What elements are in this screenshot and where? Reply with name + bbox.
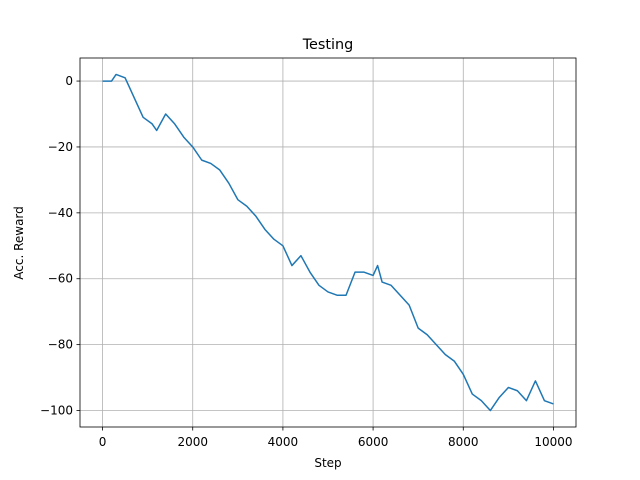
y-axis-label: Acc. Reward bbox=[12, 206, 26, 280]
data-line bbox=[102, 73, 554, 412]
y-tick-label: −20 bbox=[48, 140, 73, 154]
x-tick-label: 8000 bbox=[448, 435, 479, 449]
x-tick-label: 6000 bbox=[358, 435, 389, 449]
y-tick-label: −80 bbox=[48, 338, 73, 352]
x-tick-label: 4000 bbox=[268, 435, 299, 449]
y-tick-label: −40 bbox=[48, 206, 73, 220]
y-tick-label: −100 bbox=[40, 404, 73, 418]
y-tick-label: 0 bbox=[65, 74, 73, 88]
x-axis-label: Step bbox=[314, 456, 341, 470]
x-tick-label: 10000 bbox=[534, 435, 572, 449]
x-tick-label: 0 bbox=[99, 435, 107, 449]
y-tick-label: −60 bbox=[48, 272, 73, 286]
x-tick-label: 2000 bbox=[177, 435, 208, 449]
chart-title: Testing bbox=[302, 37, 354, 53]
axes-frame bbox=[79, 57, 577, 428]
